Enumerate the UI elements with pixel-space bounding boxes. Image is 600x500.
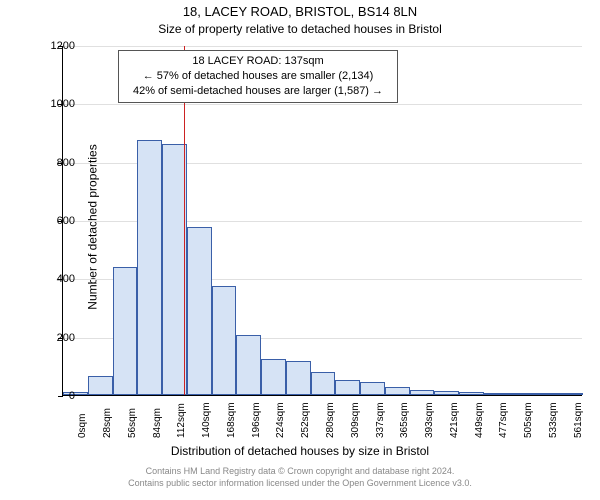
x-tick-label: 252sqm — [300, 402, 311, 438]
histogram-bar — [434, 391, 459, 395]
chart-title-main: 18, LACEY ROAD, BRISTOL, BS14 8LN — [0, 4, 600, 19]
histogram-bar — [558, 393, 583, 395]
x-tick-label: 168sqm — [226, 402, 237, 438]
x-tick-label: 393sqm — [424, 402, 435, 438]
footer-line-2: Contains public sector information licen… — [0, 478, 600, 490]
histogram-bar — [63, 392, 88, 396]
histogram-bar — [137, 140, 162, 395]
histogram-bar — [88, 376, 113, 395]
histogram-bar — [261, 359, 286, 395]
histogram-bar — [509, 393, 534, 395]
y-tick-label: 400 — [57, 273, 75, 285]
x-tick-label: 112sqm — [176, 403, 187, 438]
annotation-line-2: ← 57% of detached houses are smaller (2,… — [125, 69, 391, 84]
footer-attribution: Contains HM Land Registry data © Crown c… — [0, 466, 600, 489]
y-tick-label: 1000 — [51, 98, 75, 110]
x-axis-label: Distribution of detached houses by size … — [0, 444, 600, 458]
histogram-bar — [410, 390, 435, 395]
histogram-bar — [360, 382, 385, 395]
histogram-bar — [286, 361, 311, 395]
y-tick-label: 600 — [57, 215, 75, 227]
x-tick-label: 224sqm — [275, 402, 286, 438]
histogram-bar — [459, 392, 484, 396]
x-tick-label: 309sqm — [350, 402, 361, 438]
y-tick-label: 1200 — [51, 40, 75, 52]
x-tick-label: 196sqm — [251, 402, 262, 438]
x-tick-label: 421sqm — [449, 402, 460, 438]
x-tick-label: 365sqm — [399, 402, 410, 438]
histogram-bar — [212, 286, 237, 395]
histogram-bar — [533, 393, 558, 395]
histogram-bar — [484, 393, 509, 395]
histogram-bar — [311, 372, 336, 395]
histogram-bar — [385, 387, 410, 395]
annotation-line-1: 18 LACEY ROAD: 137sqm — [125, 54, 391, 69]
x-tick-label: 140sqm — [201, 402, 212, 438]
x-tick-label: 337sqm — [375, 402, 386, 438]
x-tick-label: 280sqm — [325, 402, 336, 438]
chart-title-sub: Size of property relative to detached ho… — [0, 22, 600, 36]
x-tick-label: 56sqm — [127, 408, 138, 438]
annotation-line-3: 42% of semi-detached houses are larger (… — [125, 84, 391, 99]
y-tick-label: 0 — [69, 390, 75, 402]
x-tick-label: 0sqm — [77, 414, 88, 438]
histogram-bar — [113, 267, 138, 395]
histogram-bar — [236, 335, 261, 395]
x-tick-label: 84sqm — [152, 408, 163, 438]
histogram-bar — [187, 227, 212, 395]
footer-line-1: Contains HM Land Registry data © Crown c… — [0, 466, 600, 478]
x-tick-label: 505sqm — [523, 402, 534, 438]
histogram-bar — [162, 144, 187, 395]
x-tick-label: 477sqm — [498, 402, 509, 438]
x-tick-label: 561sqm — [573, 402, 584, 438]
x-tick-label: 28sqm — [102, 408, 113, 438]
histogram-bar — [335, 380, 360, 395]
y-tick-label: 200 — [57, 332, 75, 344]
y-tick-label: 800 — [57, 157, 75, 169]
x-tick-label: 533sqm — [548, 402, 559, 438]
annotation-box: 18 LACEY ROAD: 137sqm ← 57% of detached … — [118, 50, 398, 103]
x-tick-label: 449sqm — [474, 402, 485, 438]
